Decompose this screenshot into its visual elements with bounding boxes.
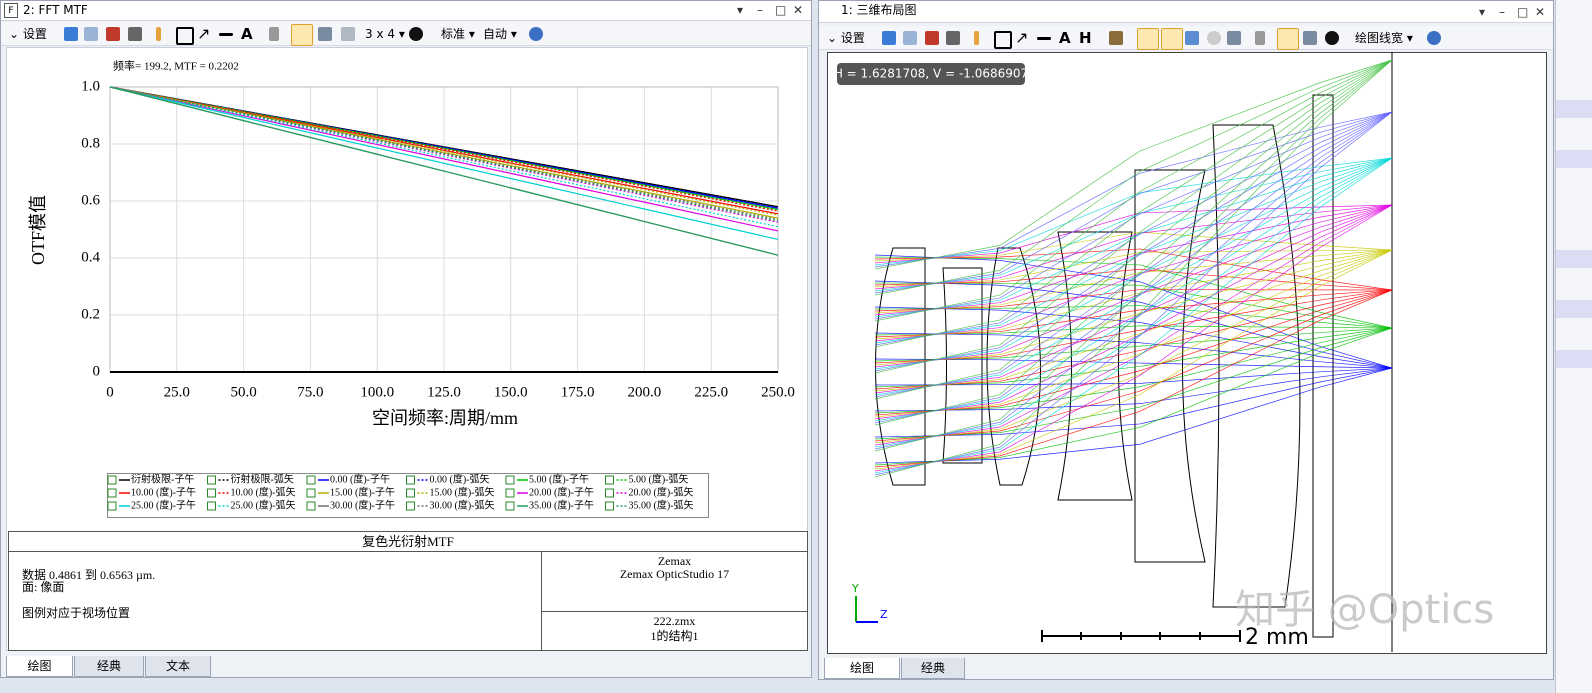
copy-button[interactable]: [903, 31, 917, 45]
print-button[interactable]: [128, 27, 142, 41]
rect-button[interactable]: [176, 27, 194, 45]
row-highlight: [1556, 100, 1592, 118]
refresh-button[interactable]: [882, 31, 896, 45]
layout-size-label: 3 x 4: [365, 27, 395, 41]
line-button[interactable]: [1037, 37, 1051, 40]
surface: 面: 像面: [22, 580, 65, 594]
toolbar: ⌄ 设置 ↗ A H 绘图线宽 ▾: [819, 26, 1553, 50]
divider: [541, 552, 542, 651]
help-button[interactable]: [1427, 31, 1441, 45]
lock-button[interactable]: [1255, 31, 1265, 45]
auto-dropdown[interactable]: 自动 ▾: [483, 27, 517, 41]
layout-plot-area: [827, 52, 1547, 654]
dimension-button[interactable]: H: [1079, 29, 1092, 47]
rect-button[interactable]: [994, 31, 1012, 49]
window-button[interactable]: [1303, 31, 1317, 45]
row-highlight: [1556, 300, 1592, 318]
zoom-fit-button[interactable]: [1161, 28, 1183, 50]
help-button[interactable]: [529, 27, 543, 41]
info-heading: 复色光衍射MTF: [9, 532, 807, 552]
arrow-button[interactable]: ↗: [197, 24, 211, 43]
mtf-window: 2: FFT MTF F ▾ – □ ✕ ⌄ 设置 ↗ A 3 x 4 ▾ 标准…: [0, 0, 812, 678]
product: Zemax OpticStudio 17: [619, 567, 730, 581]
window-button[interactable]: [318, 27, 332, 41]
layout-window: 1: 三维布局图 ▾ – □ ✕ ⌄ 设置 ↗ A H 绘图线宽 ▾ 绘图 经典: [818, 0, 1554, 680]
minimize-button[interactable]: –: [757, 3, 763, 17]
rotate-button[interactable]: [1109, 31, 1123, 45]
config: 1的结构1: [650, 629, 699, 643]
divider: [541, 611, 807, 612]
refresh-button[interactable]: [64, 27, 78, 41]
reset-button[interactable]: [1227, 31, 1241, 45]
close-button[interactable]: ✕: [1535, 5, 1546, 19]
line-width-dropdown[interactable]: 绘图线宽 ▾: [1355, 31, 1413, 45]
maximize-button[interactable]: □: [775, 3, 787, 17]
pencil-button[interactable]: [156, 27, 161, 41]
settings-label: 设置: [22, 27, 47, 41]
window-title: 2: FFT MTF: [23, 3, 88, 17]
copy-button[interactable]: [84, 27, 98, 41]
settings-button[interactable]: ⌄ 设置: [9, 27, 47, 41]
tab[interactable]: 经典: [74, 656, 144, 677]
tab[interactable]: 绘图: [6, 656, 73, 677]
toolbar: ⌄ 设置 ↗ A 3 x 4 ▾ 标准 ▾ 自动 ▾: [1, 22, 811, 46]
window-title: 1: 三维布局图: [841, 3, 917, 17]
layout-grid-button[interactable]: [1277, 28, 1299, 50]
standard-label: 标准: [441, 27, 466, 41]
line-width-label: 绘图线宽: [1355, 31, 1404, 45]
row-highlight: [1556, 150, 1592, 168]
lock-button[interactable]: [269, 27, 279, 41]
data-range: 数据 0.4861 到 0.6563 µm.: [22, 568, 156, 582]
file-name: 222.zmx: [653, 614, 696, 628]
window-menu-button[interactable]: ▾: [737, 3, 744, 17]
save-button[interactable]: [925, 31, 939, 45]
pan-button[interactable]: [1185, 31, 1199, 45]
line-button[interactable]: [219, 33, 233, 36]
auto-label: 自动: [483, 27, 508, 41]
legend-box: [107, 473, 709, 518]
info-table: 复色光衍射MTF 数据 0.4861 到 0.6563 µm. 面: 像面 图例…: [8, 531, 808, 651]
zoom-button[interactable]: [1207, 31, 1221, 45]
row-highlight: [1556, 350, 1592, 368]
close-button[interactable]: ✕: [793, 3, 804, 17]
background-panel: [1555, 0, 1592, 693]
standard-dropdown[interactable]: 标准 ▾: [441, 27, 475, 41]
pencil-button[interactable]: [974, 31, 979, 45]
window-menu-button[interactable]: ▾: [1479, 5, 1486, 19]
maximize-button[interactable]: □: [1517, 5, 1529, 19]
power-button[interactable]: [1325, 31, 1339, 45]
arrow-button[interactable]: ↗: [1015, 28, 1029, 47]
save-button[interactable]: [106, 27, 120, 41]
tab[interactable]: 绘图: [824, 658, 900, 679]
text-button[interactable]: A: [241, 25, 253, 43]
power-button[interactable]: [409, 27, 423, 41]
company: Zemax: [657, 554, 692, 568]
text-button[interactable]: A: [1059, 29, 1071, 47]
axis-button[interactable]: [1137, 28, 1159, 50]
layers-button[interactable]: [341, 27, 355, 41]
tab[interactable]: 经典: [901, 658, 965, 679]
title-bar: 1: 三维布局图: [819, 1, 1553, 23]
legend-note: 图例对应于视场位置: [22, 606, 131, 620]
minimize-button[interactable]: –: [1499, 5, 1505, 19]
tab[interactable]: 文本: [145, 656, 211, 677]
print-button[interactable]: [946, 31, 960, 45]
layout-grid-button[interactable]: [291, 24, 313, 46]
layout-size-button[interactable]: 3 x 4 ▾: [365, 27, 405, 41]
app-icon: F: [4, 3, 18, 18]
title-bar: 2: FFT MTF: [1, 1, 811, 21]
row-highlight: [1556, 250, 1592, 268]
settings-button[interactable]: ⌄ 设置: [827, 31, 865, 45]
settings-label: 设置: [840, 31, 865, 45]
